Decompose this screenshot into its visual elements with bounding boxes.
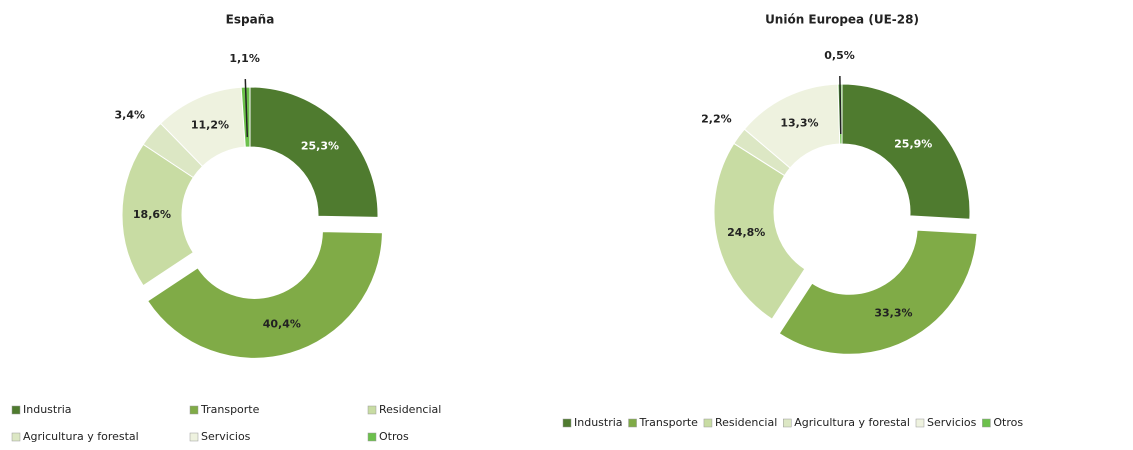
data-label: 13,3%	[780, 117, 818, 130]
legend-label: Industria	[574, 416, 623, 429]
slice	[778, 229, 978, 355]
legend-swatch	[982, 418, 991, 428]
leader-line	[839, 76, 842, 135]
legend-label: Servicios	[927, 416, 977, 429]
legend-swatch	[562, 418, 572, 428]
data-label: 11,2%	[191, 119, 229, 132]
data-label: 40,4%	[263, 317, 301, 330]
data-label: 25,3%	[301, 139, 339, 152]
legend-label: Otros	[993, 416, 1023, 429]
legend-swatch	[367, 432, 377, 442]
legend-label: Residencial	[379, 403, 441, 416]
legend-label: Transporte	[639, 416, 699, 429]
slice	[841, 83, 971, 220]
legend-swatch	[628, 418, 637, 428]
legend-swatch	[189, 432, 199, 442]
legend-label: Industria	[23, 403, 72, 416]
slice	[147, 231, 383, 359]
data-label: 3,4%	[115, 109, 146, 122]
data-label: 0,5%	[824, 49, 855, 62]
legend-swatch	[189, 405, 199, 415]
legend-swatch	[11, 432, 21, 442]
legend-swatch	[703, 418, 713, 428]
data-label: 25,9%	[894, 138, 932, 151]
legend-label: Agricultura y forestal	[23, 430, 139, 443]
leader-line	[244, 79, 249, 138]
legend-label: Agricultura y forestal	[794, 416, 910, 429]
data-label: 2,2%	[701, 113, 732, 126]
legend-swatch	[915, 418, 925, 428]
legend-swatch	[783, 418, 792, 428]
slice	[713, 142, 806, 320]
data-label: 1,1%	[229, 52, 260, 65]
legend-swatch	[11, 405, 21, 415]
data-label: 33,3%	[874, 307, 912, 320]
legend-label: Transporte	[200, 403, 260, 416]
legend-label: Residencial	[715, 416, 777, 429]
chart-title: Unión Europea (UE-28)	[765, 13, 919, 27]
data-label: 24,8%	[727, 226, 765, 239]
legend-label: Servicios	[201, 430, 251, 443]
data-label: 18,6%	[133, 208, 171, 221]
legend-label: Otros	[379, 430, 409, 443]
chart-title: España	[226, 13, 275, 27]
legend-swatch	[367, 405, 377, 415]
slice	[249, 86, 379, 218]
